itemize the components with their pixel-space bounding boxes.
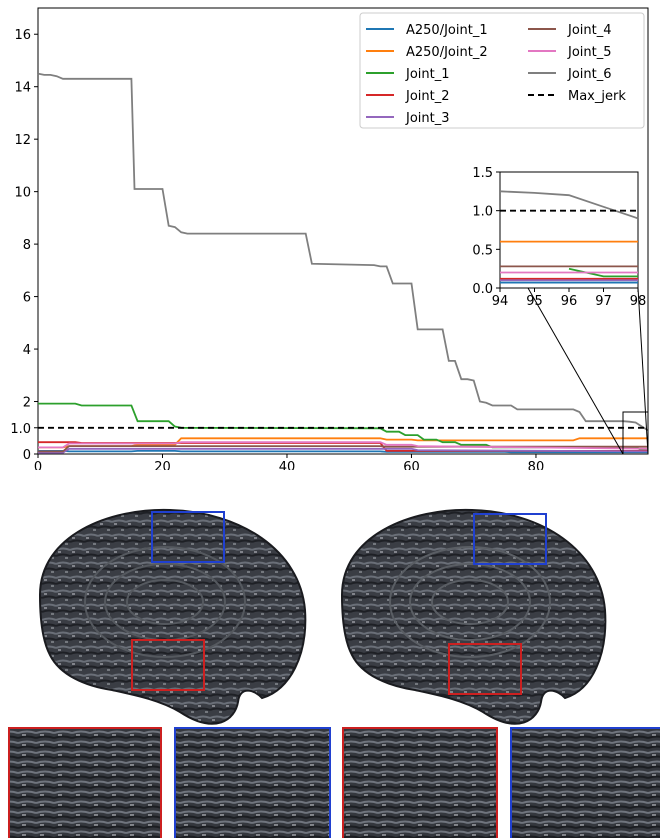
legend-label: Joint_2 <box>405 89 450 104</box>
inset-y-tick-label: 1.5 <box>472 166 493 181</box>
inset-series-group <box>499 190 639 284</box>
y-tick-label: 4 <box>23 343 31 358</box>
legend-label: Max_jerk <box>568 89 626 104</box>
y-tick-label: 1.0 <box>10 422 31 437</box>
y-tick-label: 12 <box>14 133 31 148</box>
x-tick-label: 0 <box>34 460 42 470</box>
y-tick-label: 6 <box>23 291 31 306</box>
crop-blue-left <box>174 727 331 838</box>
crop-red-left <box>8 727 162 838</box>
series-line-0 <box>38 449 648 454</box>
inset-chart: 94 95 96 97 98 0.0 0.5 1.0 1.5 <box>472 166 646 309</box>
legend-label: A250/Joint_2 <box>406 45 488 60</box>
zoom-connector-left <box>527 287 624 455</box>
zoom-connector-right <box>637 287 649 455</box>
inset-x-tick-label: 94 <box>492 294 509 309</box>
inset-y-tick-label: 0.0 <box>472 282 493 297</box>
legend: A250/Joint_1 A250/Joint_2 Joint_1 Joint_2 Jo… <box>359 12 645 129</box>
y-tick-label: 8 <box>23 238 31 253</box>
detail-box-blue-left <box>151 511 225 563</box>
legend-label: Joint_5 <box>567 45 612 60</box>
legend-frame <box>359 12 645 129</box>
series-line-6 <box>38 441 649 450</box>
inset-y-tick-label: 1.0 <box>472 205 493 220</box>
legend-label: Joint_1 <box>405 67 450 82</box>
y-tick-label: 2 <box>23 396 31 411</box>
x-tick-label: 60 <box>403 460 420 470</box>
y-axis-ticks: 0 1.0 2 4 6 8 10 12 14 16 <box>10 28 38 463</box>
legend-label: Joint_3 <box>405 111 450 126</box>
printed-spiral-left <box>38 508 307 725</box>
inset-series-line-2 <box>568 267 638 278</box>
y-tick-label: 10 <box>14 186 31 201</box>
crop-red-right <box>342 727 498 838</box>
y-tick-label: 16 <box>14 28 31 43</box>
x-tick-label: 40 <box>279 460 296 470</box>
series-line-7 <box>37 72 649 432</box>
inset-y-tick-label: 0.5 <box>472 243 493 258</box>
printed-spiral-right <box>340 508 607 725</box>
inset-plot-area <box>499 171 639 289</box>
inset-y-ticks: 0.0 0.5 1.0 1.5 <box>472 166 500 297</box>
series-line-4 <box>38 447 649 454</box>
x-axis-ticks: 0 20 40 60 80 <box>34 454 544 470</box>
inset-x-tick-label: 97 <box>595 294 612 309</box>
zoom-region-box <box>622 411 649 455</box>
detail-box-red-left <box>131 639 205 691</box>
inset-x-ticks: 94 95 96 97 98 <box>492 288 647 309</box>
x-tick-label: 80 <box>528 460 545 470</box>
series-line-2 <box>38 402 648 452</box>
legend-label: Joint_4 <box>567 23 612 38</box>
legend-label: Joint_6 <box>567 67 612 82</box>
detail-box-blue-right <box>473 513 547 565</box>
inset-x-tick-label: 96 <box>561 294 578 309</box>
inset-x-tick-label: 95 <box>526 294 543 309</box>
legend-label: A250/Joint_1 <box>406 23 488 38</box>
main-series-group <box>37 72 649 454</box>
y-tick-label: 0 <box>23 448 31 463</box>
y-tick-label: 14 <box>14 81 31 96</box>
inset-x-tick-label: 98 <box>630 294 647 309</box>
x-tick-label: 20 <box>154 460 171 470</box>
crop-blue-right <box>510 727 660 838</box>
detail-box-red-right <box>448 643 522 695</box>
print-photos <box>8 508 660 838</box>
